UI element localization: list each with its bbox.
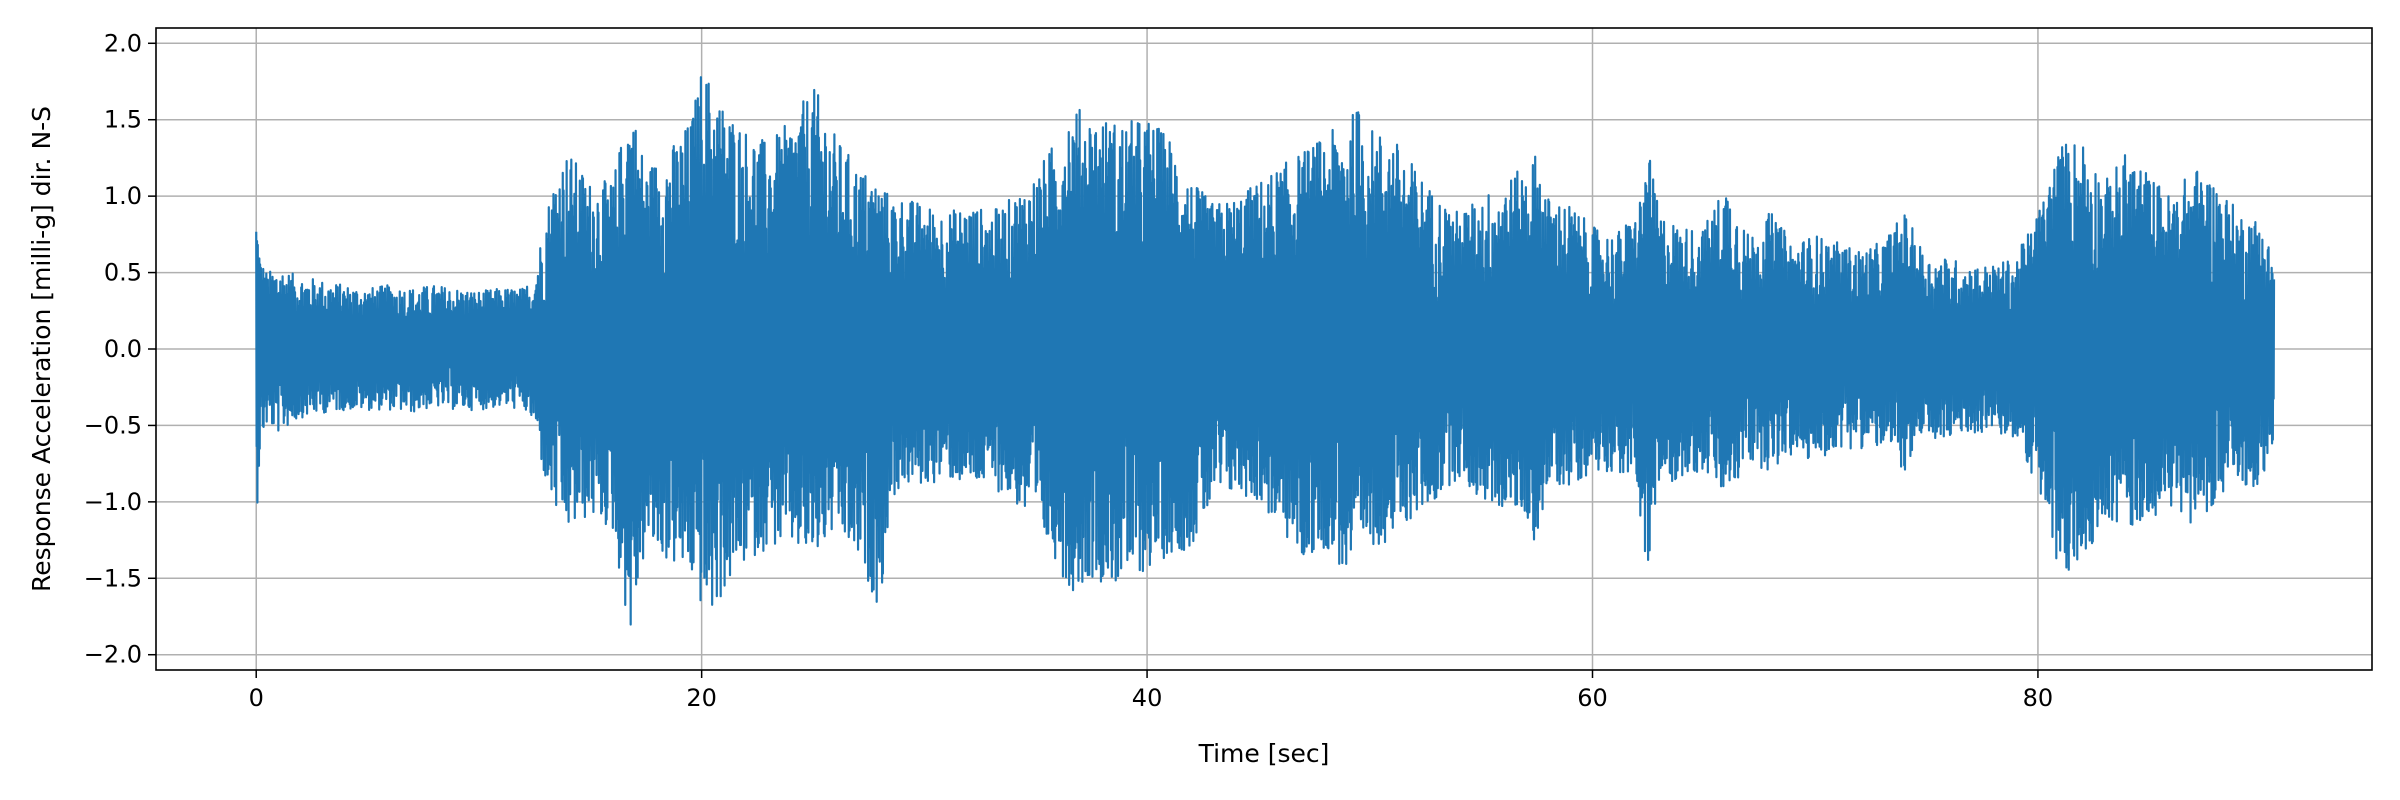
x-tick-label: 0	[249, 684, 264, 712]
response-acceleration-line	[255, 76, 2276, 626]
x-tick-label: 80	[2023, 684, 2054, 712]
series-layer	[255, 76, 2276, 626]
y-tick-label: 2.0	[104, 29, 142, 57]
y-tick-label: −1.5	[84, 564, 142, 592]
x-tick-label: 40	[1132, 684, 1163, 712]
y-tick-label: 0.5	[104, 259, 142, 287]
y-tick-label: 0.0	[104, 335, 142, 363]
x-tick-label: 20	[686, 684, 717, 712]
y-axis-label: Response Acceleration [milli-g] dir. N-S	[27, 106, 56, 592]
y-tick-label: −0.5	[84, 411, 142, 439]
ticks: 0 20 40 60 80 2.0 1.5 1.0 0.5 0.0 −0.5 −1.0 −1.5 −2.0	[84, 29, 2053, 712]
y-tick-label: −2.0	[84, 641, 142, 669]
x-tick-label: 60	[1577, 684, 1608, 712]
y-tick-label: 1.5	[104, 106, 142, 134]
y-tick-label: 1.0	[104, 182, 142, 210]
y-tick-label: −1.0	[84, 488, 142, 516]
x-axis-label: Time [sec]	[1198, 739, 1330, 768]
